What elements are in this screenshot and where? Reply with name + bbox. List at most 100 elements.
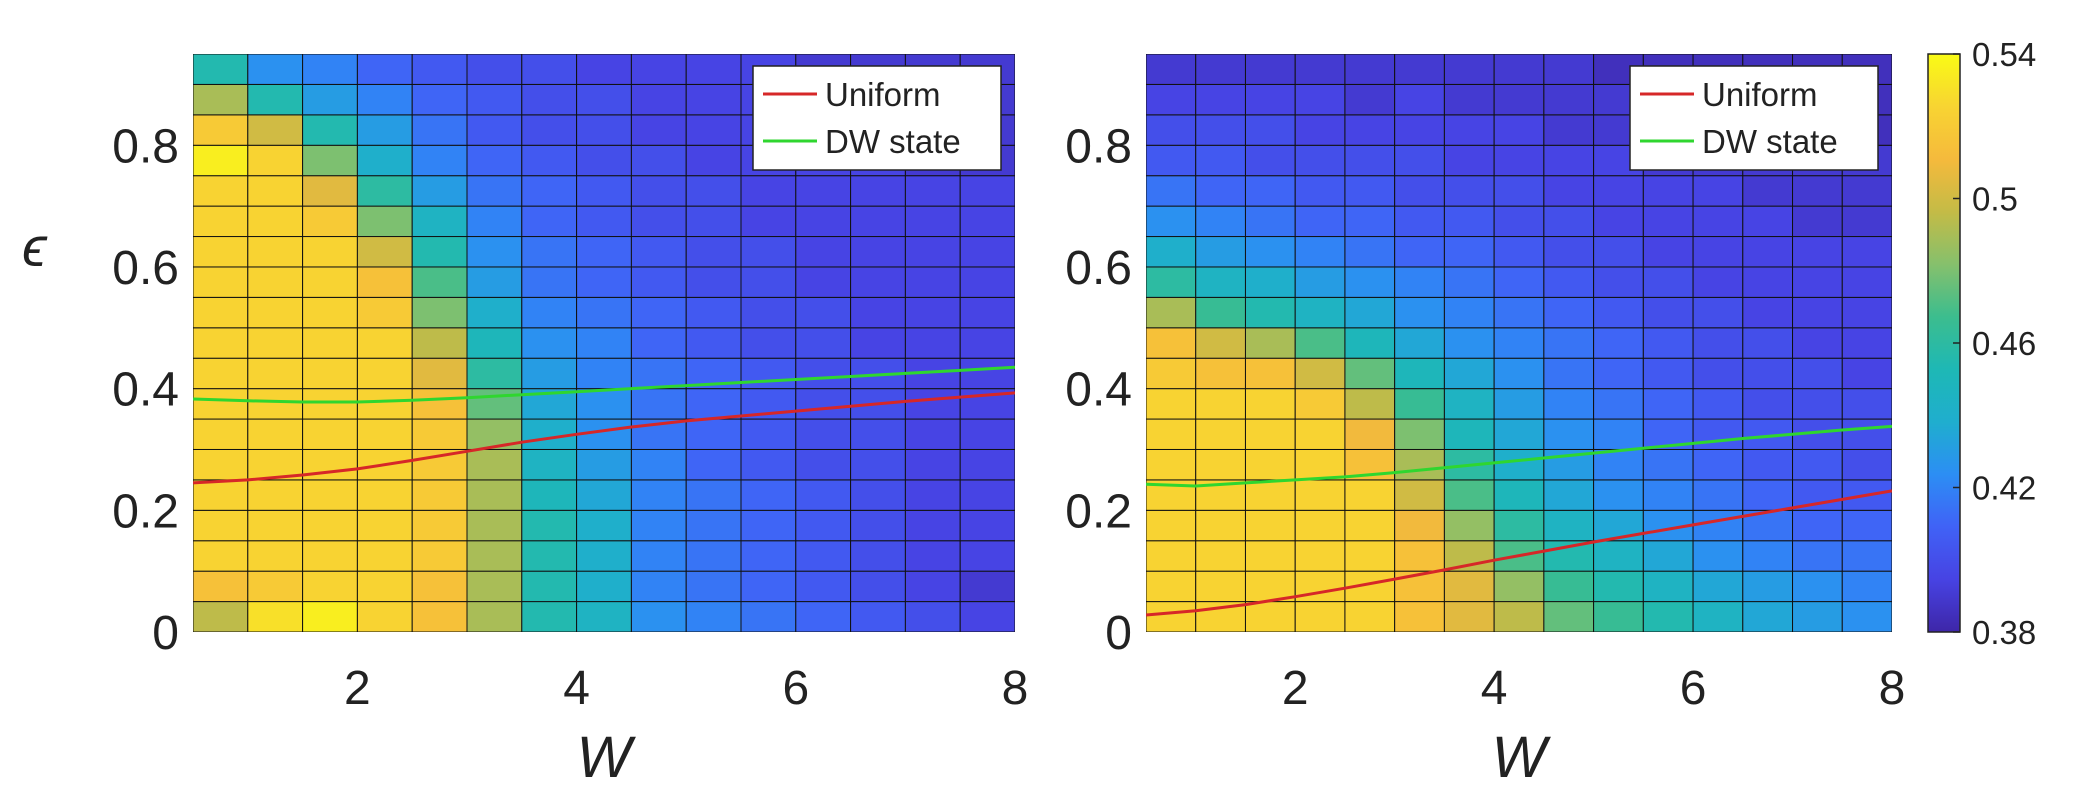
heatmap-cell (1294, 175, 1346, 207)
heatmap-cell (1244, 175, 1296, 207)
heatmap-cell (411, 54, 468, 85)
heatmap-cell (959, 418, 1015, 450)
y-axis-label: ϵ (22, 215, 48, 278)
heatmap-cell (1841, 266, 1892, 298)
heatmap-cell (904, 540, 961, 572)
heatmap-cell (1146, 144, 1197, 177)
heatmap-cell (1792, 388, 1843, 420)
heatmap-cell (1841, 327, 1892, 359)
heatmap-cell (247, 54, 304, 85)
heatmap-cell (1195, 144, 1246, 177)
heatmap-cell (576, 357, 632, 390)
heatmap-cell (630, 570, 687, 603)
heatmap-cell (1344, 479, 1396, 511)
heatmap-cell (630, 144, 687, 177)
heatmap-cell (356, 479, 413, 511)
heatmap-cell (1294, 54, 1346, 85)
heatmap-cell (1443, 357, 1495, 390)
heatmap-cell (850, 479, 906, 511)
heatmap-cell (1443, 114, 1495, 146)
heatmap-cell (1692, 601, 1744, 632)
heatmap-cell (904, 448, 961, 481)
heatmap-cell (959, 175, 1015, 207)
heatmap-cell (1394, 83, 1445, 116)
heatmap-cell (850, 175, 906, 207)
heatmap-cell (466, 479, 523, 511)
heatmap-cell (1294, 570, 1346, 603)
heatmap-cell (1493, 418, 1545, 450)
heatmap-cell (1195, 509, 1246, 542)
heatmap-cell (1294, 205, 1346, 238)
heatmap-cell (630, 388, 687, 420)
heatmap-cell (1195, 327, 1246, 359)
heatmap-cell (1593, 448, 1644, 481)
heatmap-cell (630, 448, 687, 481)
heatmap-cell (1493, 114, 1545, 146)
heatmap-cell (904, 205, 961, 238)
heatmap-cell (850, 509, 906, 542)
heatmap-cell (1493, 54, 1545, 85)
heatmap-cell (247, 205, 304, 238)
heatmap-cell (1344, 296, 1396, 329)
heatmap-cell (959, 357, 1015, 390)
heatmap-cell (1841, 418, 1892, 450)
heatmap-cell (356, 357, 413, 390)
heatmap-cell (1543, 357, 1595, 390)
heatmap-cell (576, 327, 632, 359)
x-tick-label: 4 (1481, 662, 1508, 715)
heatmap-cell (521, 448, 578, 481)
heatmap-cell (904, 418, 961, 450)
heatmap-cell (1593, 236, 1644, 268)
legend: Uniform DW state (1629, 65, 1879, 171)
heatmap-cell (959, 327, 1015, 359)
heatmap-cell (1244, 54, 1296, 85)
panel-right: 2 4 6 8 0 0.2 0.4 0.6 0.8 W Uniform DW state (1065, 54, 1905, 790)
heatmap-cell (193, 448, 249, 481)
heatmap-cell (630, 296, 687, 329)
heatmap-cell (1742, 540, 1794, 572)
heatmap-cell (1244, 357, 1296, 390)
heatmap-cell (466, 236, 523, 268)
heatmap-cell (630, 205, 687, 238)
legend-box (1629, 65, 1879, 171)
heatmap-cell (193, 357, 249, 390)
heatmap-cell (411, 327, 468, 359)
heatmap-cell (193, 509, 249, 542)
heatmap-cell (959, 448, 1015, 481)
heatmap-cell (1146, 175, 1197, 207)
heatmap-cell (576, 266, 632, 298)
heatmap-cell (1244, 266, 1296, 298)
x-axis-label: W (577, 725, 637, 790)
heatmap-cell (685, 266, 742, 298)
y-tick-label: 0.4 (112, 364, 179, 417)
heatmap-cell (1642, 570, 1694, 603)
heatmap-cell (1146, 205, 1197, 238)
heatmap-cell (1642, 388, 1694, 420)
heatmap-cell (1593, 601, 1644, 632)
heatmap-cell (959, 540, 1015, 572)
heatmap-cell (466, 540, 523, 572)
heatmap-cell (1443, 266, 1495, 298)
heatmap-cell (193, 388, 249, 420)
heatmap-cell (1244, 479, 1296, 511)
heatmap-cell (685, 175, 742, 207)
y-tick-label: 0 (152, 607, 179, 660)
heatmap-cell (1742, 601, 1794, 632)
heatmap-cell (302, 114, 358, 146)
heatmap-cell (1244, 601, 1296, 632)
heatmap-cell (247, 601, 304, 632)
heatmap-cell (1443, 54, 1495, 85)
heatmap-cell (1742, 205, 1794, 238)
heatmap-cell (1344, 266, 1396, 298)
heatmap-cell (521, 54, 578, 85)
heatmap-cell (302, 205, 358, 238)
heatmap-cell (904, 601, 961, 632)
x-tick-label: 2 (344, 662, 371, 715)
heatmap-cell (302, 54, 358, 85)
heatmap-cell (630, 54, 687, 85)
heatmap-cell (1294, 236, 1346, 268)
heatmap-cell (1195, 418, 1246, 450)
heatmap-cell (1443, 479, 1495, 511)
heatmap-cell (1642, 327, 1694, 359)
heatmap-cell (740, 479, 797, 511)
